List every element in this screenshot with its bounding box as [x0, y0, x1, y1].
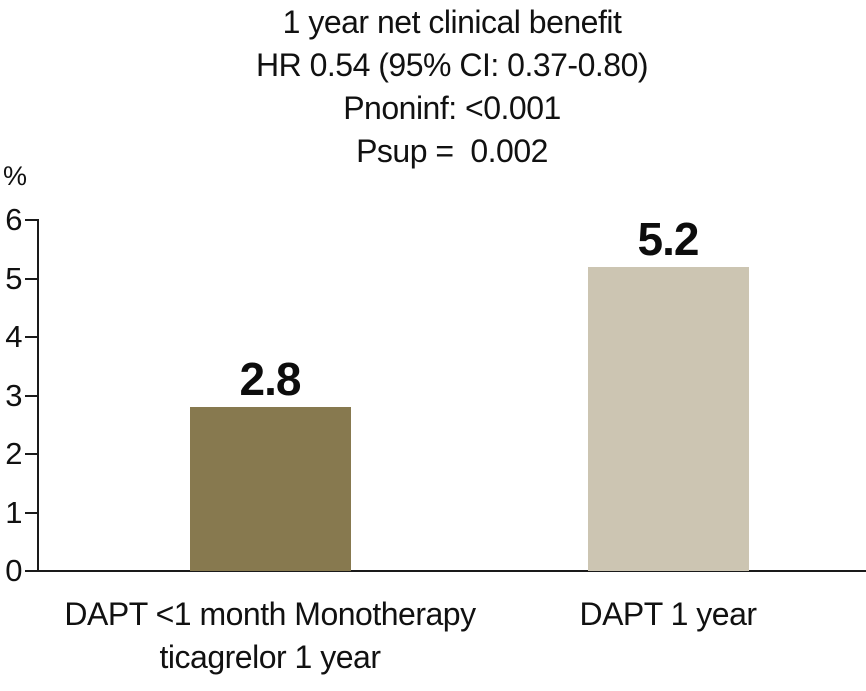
- y-tick-mark: [25, 336, 38, 338]
- y-tick-mark: [25, 511, 38, 514]
- y-tick-label: 3: [5, 377, 22, 413]
- y-tick-label: 5: [5, 260, 22, 296]
- y-tick-mark: [25, 394, 38, 397]
- chart-title-line-3: Pnoninf: <0.001: [343, 90, 561, 126]
- y-tick-mark: [25, 453, 38, 455]
- y-tick-label: 2: [5, 436, 22, 471]
- chart-title-line-1: 1 year net clinical benefit: [282, 4, 622, 40]
- bar-value-label: 5.2: [637, 212, 700, 265]
- x-category-label: DAPT <1 month Monotherapy ticagrelor 1 ye…: [20, 593, 520, 679]
- bar: [189, 407, 351, 571]
- bar: [587, 266, 749, 571]
- x-axis-line: [37, 570, 866, 572]
- x-category-label-line: DAPT 1 year: [579, 596, 757, 632]
- y-tick-mark: [25, 570, 38, 572]
- y-axis-unit-label: %: [3, 161, 28, 191]
- y-tick-mark: [25, 219, 38, 221]
- chart-title: 1 year net clinical benefit HR 0.54 (95%…: [38, 1, 866, 173]
- x-category-label: DAPT 1 year: [518, 593, 818, 636]
- x-category-label-line: DAPT <1 month Monotherapy: [64, 596, 476, 632]
- bar-value-label: 2.8: [239, 353, 302, 406]
- y-tick-mark: [25, 277, 38, 280]
- y-tick-label: 0: [5, 553, 22, 588]
- chart-title-line-2: HR 0.54 (95% CI: 0.37-0.80): [255, 47, 649, 83]
- y-tick-label: 6: [5, 202, 22, 237]
- y-tick-label: 4: [5, 319, 22, 354]
- y-axis-line: [37, 219, 39, 572]
- chart-title-line-4: Psup = 0.002: [356, 133, 548, 169]
- y-tick-label: 1: [5, 494, 22, 530]
- x-category-label-line: ticagrelor 1 year: [159, 639, 381, 675]
